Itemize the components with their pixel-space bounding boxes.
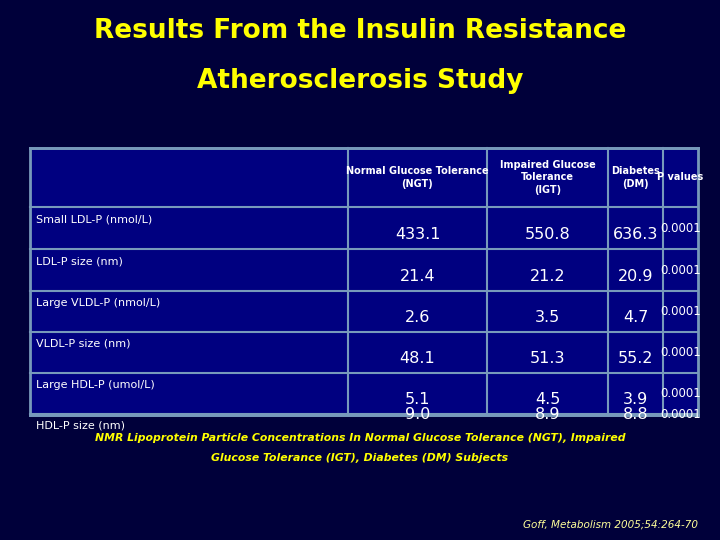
Text: Atherosclerosis Study: Atherosclerosis Study [197, 68, 523, 94]
Text: 5.1: 5.1 [405, 392, 431, 407]
Text: 0.0001: 0.0001 [660, 387, 701, 400]
Text: 550.8: 550.8 [525, 227, 570, 242]
Text: Normal Glucose Tolerance
(NGT): Normal Glucose Tolerance (NGT) [346, 166, 489, 188]
Text: Glucose Tolerance (IGT), Diabetes (DM) Subjects: Glucose Tolerance (IGT), Diabetes (DM) S… [212, 453, 508, 463]
Text: VLDL-P size (nm): VLDL-P size (nm) [36, 339, 130, 349]
Text: Diabetes
(DM): Diabetes (DM) [611, 166, 660, 188]
Text: 48.1: 48.1 [400, 351, 436, 366]
Text: 636.3: 636.3 [613, 227, 658, 242]
Text: 0.0001: 0.0001 [660, 305, 701, 318]
Text: P values: P values [657, 172, 703, 183]
Text: Large VLDL-P (nmol/L): Large VLDL-P (nmol/L) [36, 298, 161, 308]
Text: 0.0001: 0.0001 [660, 264, 701, 276]
Text: Goff, Metabolism 2005;54:264-70: Goff, Metabolism 2005;54:264-70 [523, 520, 698, 530]
Text: 8.8: 8.8 [623, 407, 648, 422]
Text: HDL-P size (nm): HDL-P size (nm) [36, 421, 125, 431]
Text: 4.5: 4.5 [535, 392, 560, 407]
Text: 0.0001: 0.0001 [660, 221, 701, 234]
Text: 21.4: 21.4 [400, 269, 436, 284]
Text: 21.2: 21.2 [530, 269, 565, 284]
Text: 20.9: 20.9 [618, 269, 653, 284]
Bar [30, 148, 698, 415]
Text: 4.7: 4.7 [623, 310, 648, 325]
Text: 3.5: 3.5 [535, 310, 560, 325]
Text: 51.3: 51.3 [530, 351, 565, 366]
Text: Large HDL-P (umol/L): Large HDL-P (umol/L) [36, 380, 155, 390]
Text: 0.0001: 0.0001 [660, 346, 701, 359]
Text: Results From the Insulin Resistance: Results From the Insulin Resistance [94, 18, 626, 44]
Text: 3.9: 3.9 [623, 392, 648, 407]
Text: 433.1: 433.1 [395, 227, 440, 242]
Text: 55.2: 55.2 [618, 351, 653, 366]
Text: 2.6: 2.6 [405, 310, 430, 325]
Text: LDL-P size (nm): LDL-P size (nm) [36, 256, 123, 266]
Text: NMR Lipoprotein Particle Concentrations In Normal Glucose Tolerance (NGT), Impai: NMR Lipoprotein Particle Concentrations … [95, 433, 625, 443]
Text: 0.0001: 0.0001 [660, 408, 701, 421]
Text: Impaired Glucose
Tolerance
(IGT): Impaired Glucose Tolerance (IGT) [500, 160, 595, 195]
Text: Small LDL-P (nmol/L): Small LDL-P (nmol/L) [36, 214, 152, 224]
Text: 8.9: 8.9 [535, 407, 560, 422]
Text: 9.0: 9.0 [405, 407, 430, 422]
